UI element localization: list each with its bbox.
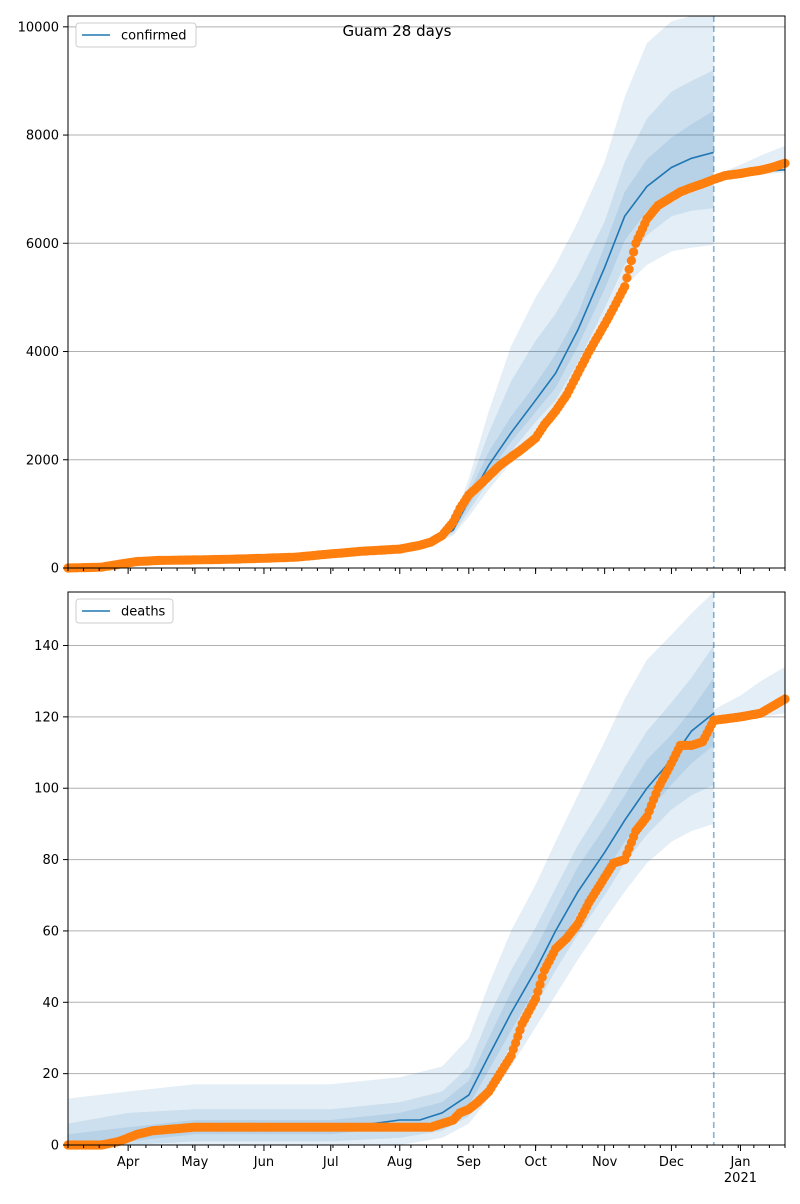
- xtick-label: May: [181, 1155, 208, 1170]
- deaths-ytick-label: 20: [42, 1067, 59, 1082]
- xtick-sublabel: 2021: [724, 1171, 757, 1186]
- deaths-ytick-label: 140: [34, 639, 59, 654]
- xtick-label: Jan: [729, 1155, 750, 1170]
- confirmed-ytick-label: 8000: [26, 129, 59, 144]
- confirmed-legend-box: [75, 22, 197, 48]
- confirmed-legend-label: confirmed: [121, 29, 187, 44]
- deaths-observed-point: [537, 972, 547, 982]
- deaths-legend-label: deaths: [121, 605, 166, 620]
- figure-title: Guam 28 days: [343, 22, 452, 40]
- xtick-label: Jun: [253, 1155, 274, 1170]
- xtick-label: Sep: [457, 1155, 482, 1170]
- xtick-label: Aug: [387, 1155, 412, 1170]
- xtick-label: Nov: [592, 1155, 618, 1170]
- confirmed-ytick-label: 6000: [26, 237, 59, 252]
- confirmed-observed-point: [629, 247, 639, 257]
- deaths-ytick-label: 100: [34, 782, 59, 797]
- xtick-label: Dec: [659, 1155, 684, 1170]
- deaths-observed-point: [533, 987, 543, 997]
- deaths-ytick-label: 0: [51, 1139, 59, 1154]
- deaths-legend-box: [75, 598, 174, 624]
- deaths-observed-point: [531, 994, 541, 1004]
- xtick-label: Jul: [322, 1155, 339, 1170]
- deaths-band-middle: [68, 645, 714, 1145]
- xtick-label: Oct: [524, 1155, 546, 1170]
- confirmed-panel: 0 2000 4000 6000 8000 10000 confirmed: [18, 15, 790, 577]
- confirmed-observed-point: [624, 264, 634, 274]
- deaths-ytick-label: 80: [42, 853, 59, 868]
- deaths-ytick-label: 60: [42, 924, 59, 939]
- confirmed-ytick-label: 10000: [18, 20, 59, 35]
- deaths-band-outer: [68, 592, 714, 1145]
- xtick-label: Apr: [117, 1155, 140, 1170]
- confirmed-observed-point: [622, 273, 632, 283]
- confirmed-observed-point: [620, 282, 630, 292]
- confirmed-band-outer: [431, 16, 714, 545]
- deaths-panel: 0 20 40 60 80 100 120 140 Apr May Jun Jul Aug Sep Oct N…: [34, 591, 790, 1186]
- deaths-ytick-label: 40: [42, 996, 59, 1011]
- confirmed-band-inner: [431, 110, 714, 544]
- confirmed-ytick-label: 2000: [26, 453, 59, 468]
- deaths-observed-point: [535, 979, 545, 990]
- confirmed-ytick-label: 0: [51, 562, 59, 577]
- confirmed-ytick-label: 4000: [26, 345, 59, 360]
- confirmed-band-middle: [431, 70, 714, 545]
- deaths-ytick-label: 120: [34, 710, 59, 725]
- confirmed-observed-point: [626, 256, 637, 266]
